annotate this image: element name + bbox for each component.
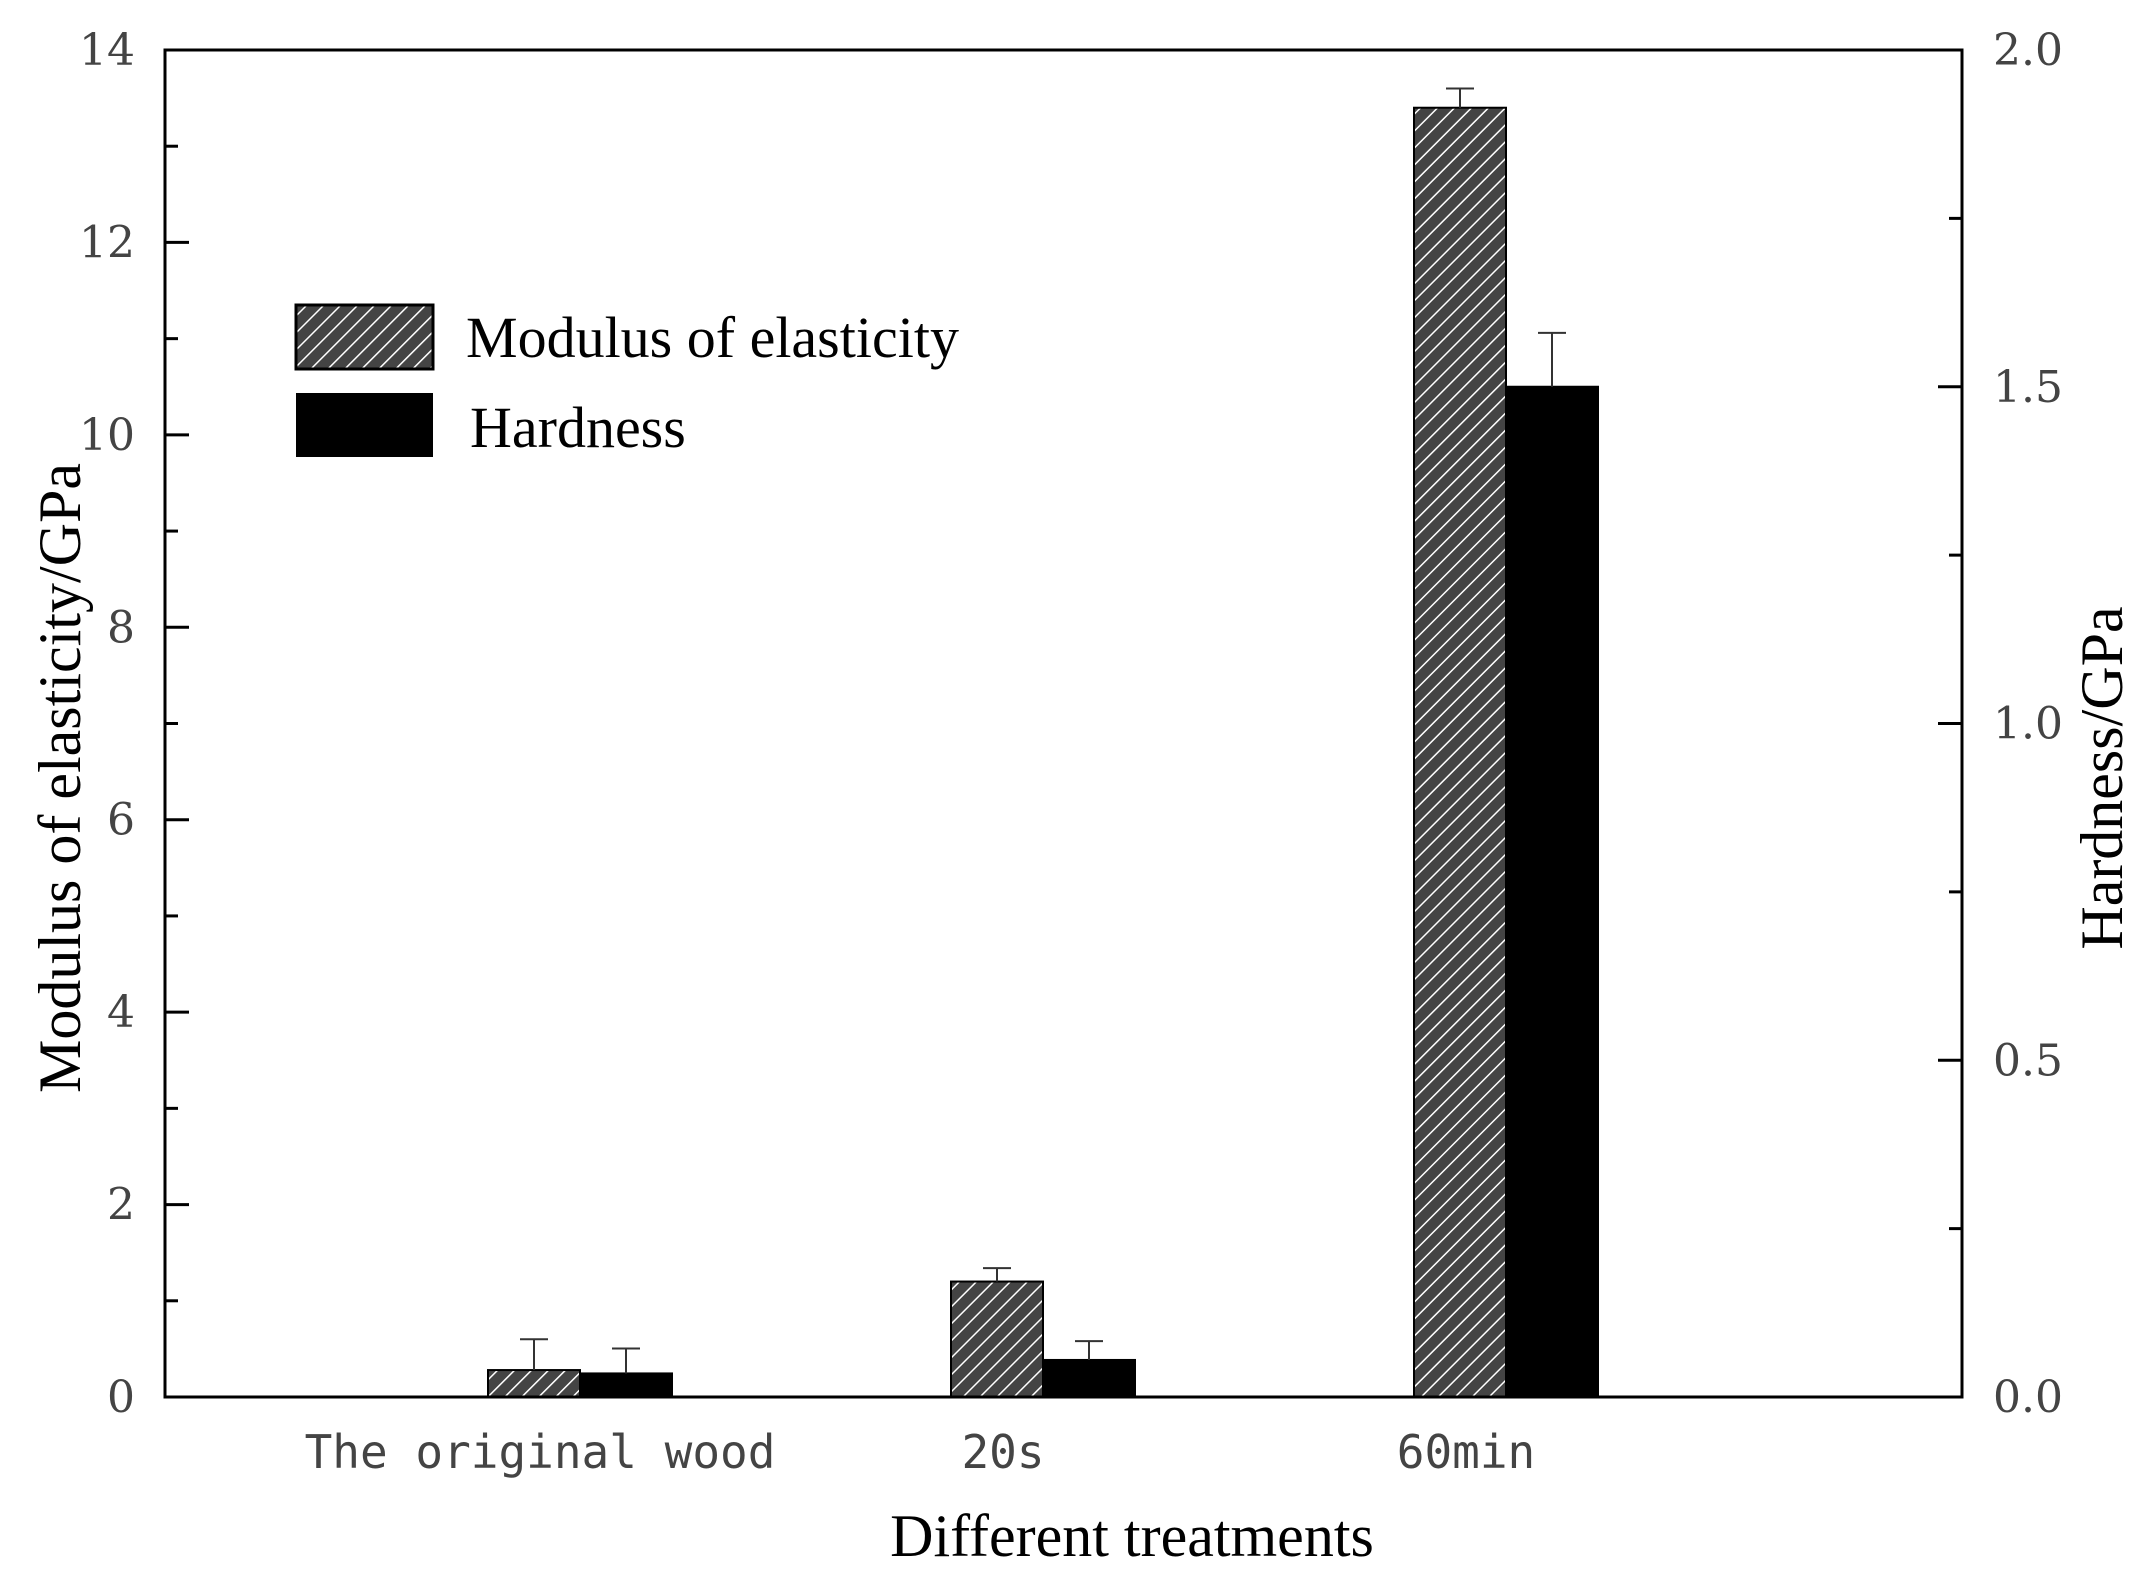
y-tick-label-0: 0 [107,1372,135,1423]
legend-swatch-hardness [296,393,433,457]
bar-hardness-0 [579,1372,673,1398]
y-tick-label-5: 10 [79,410,135,461]
y-tick-label-3: 6 [107,795,135,846]
y2-tick-label-1: 0.5 [1993,1035,2063,1086]
x-tick-label-2: 60min [1397,1425,1535,1479]
y-tick-label-4: 8 [107,602,135,653]
y-tick-label-7: 14 [79,25,135,76]
y2-tick-label-0: 0.0 [1993,1372,2063,1423]
legend-label-modulus: Modulus of elasticity [466,305,959,370]
y-tick-label-6: 12 [79,217,135,268]
x-tick-label-1: 20s [961,1425,1044,1479]
y2-axis-title: Hardness/GPa [2069,606,2135,949]
y2-tick-label-2: 1.0 [1993,699,2063,750]
bars [487,106,1599,1399]
x-axis-title: Different treatments [890,1503,1374,1569]
y-tick-label-1: 2 [107,1180,135,1231]
axes [163,48,1964,1399]
y2-tick-label-4: 2.0 [1993,25,2063,76]
legend-label-hardness: Hardness [470,395,686,460]
legend: Modulus of elasticity Hardness [294,303,959,460]
bar-modulus-1 [950,1280,1044,1398]
bar-hardness-2 [1505,385,1599,1398]
bar-modulus-2 [1413,106,1507,1399]
bar-modulus-0 [487,1369,581,1399]
legend-swatch-modulus [294,303,435,371]
y2-tick-label-3: 1.5 [1993,362,2063,413]
bar-hardness-1 [1042,1358,1136,1399]
tick-labels: The original wood 20s 60min 0 2 4 6 8 10 12 14 0.0 0… [79,25,2063,1479]
y-axis-title: Modulus of elasticity/GPa [27,463,93,1093]
x-tick-label-0: The original wood [305,1425,776,1479]
plot-frame [163,48,1964,1399]
y-tick-label-2: 4 [107,987,135,1038]
error-bars [520,87,1566,1374]
